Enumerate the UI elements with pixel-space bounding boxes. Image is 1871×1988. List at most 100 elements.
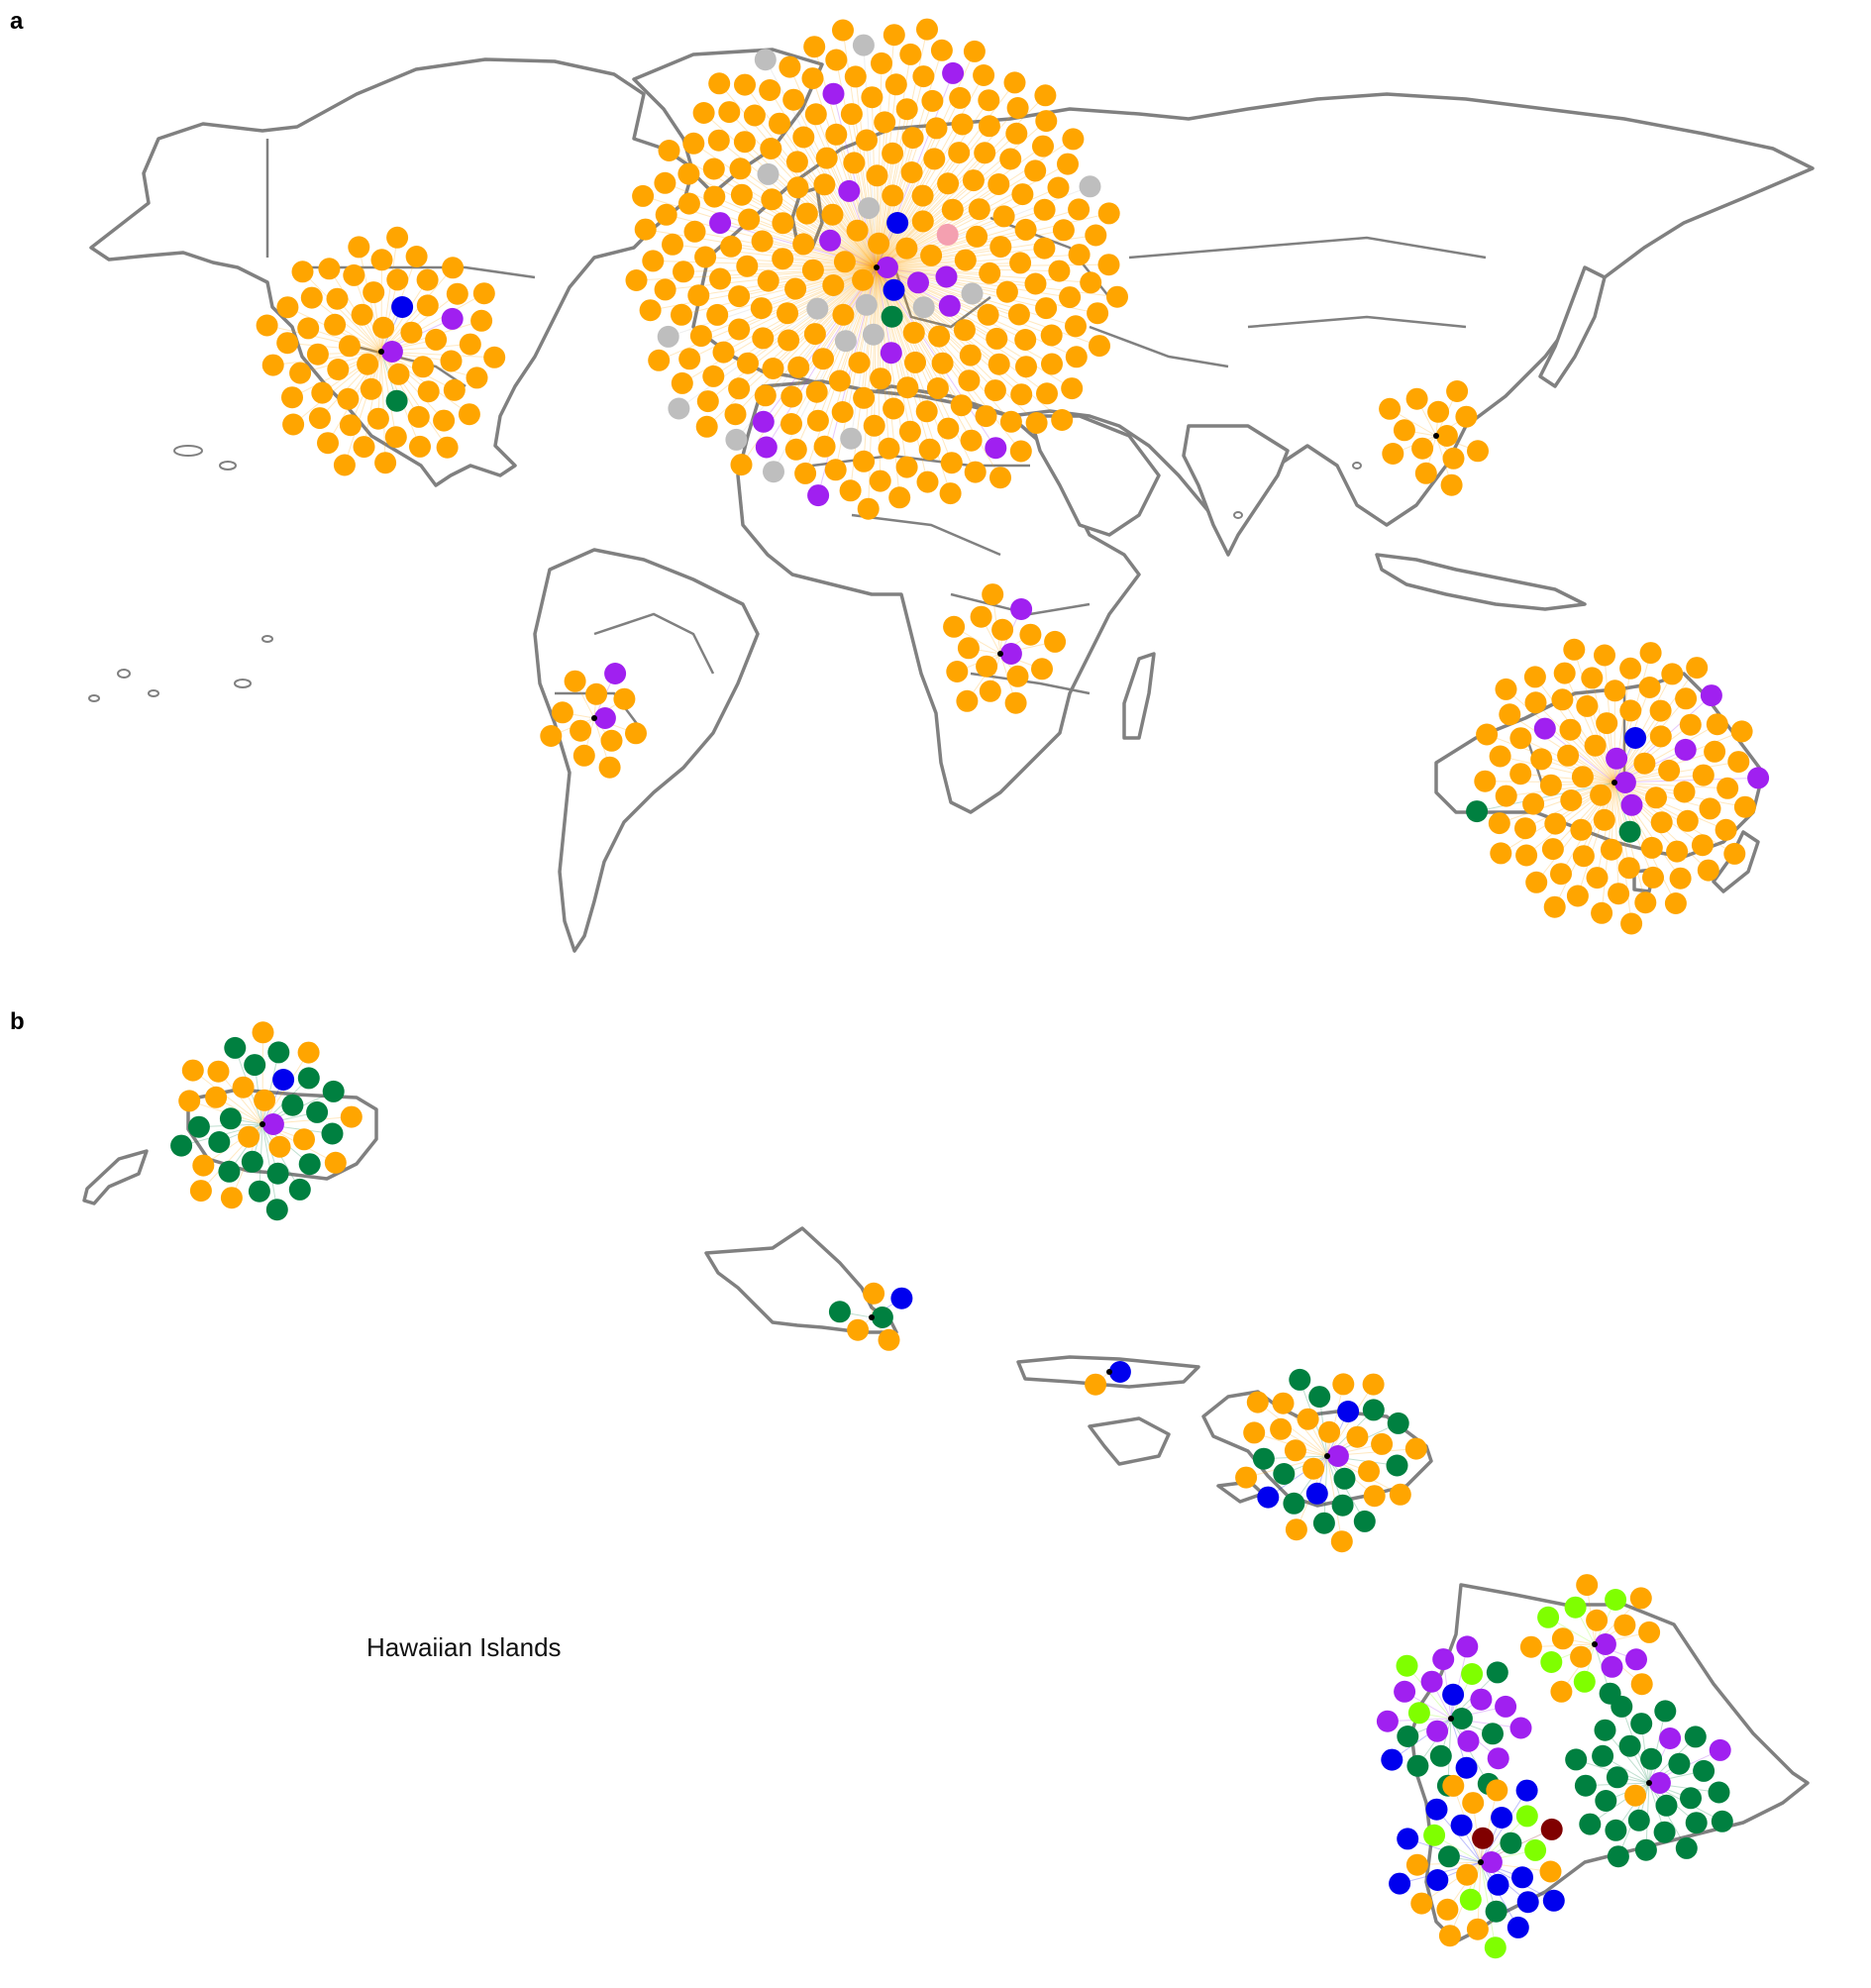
connector-line — [1500, 755, 1615, 784]
sample-point-blue — [1257, 1486, 1280, 1509]
sample-point-orange — [762, 358, 784, 379]
sample-point-orange — [987, 173, 1010, 195]
sample-point-purple — [999, 643, 1022, 665]
sample-point-green — [297, 1067, 320, 1090]
sample-point-orange — [772, 248, 794, 270]
sample-point-orange — [1442, 1774, 1465, 1797]
sample-point-orange — [870, 367, 892, 390]
sample-point-orange — [853, 450, 876, 472]
sample-point-purple — [1480, 1851, 1503, 1873]
sample-point-orange — [915, 400, 938, 423]
sample-point-green — [208, 1131, 231, 1153]
sample-point-orange — [337, 387, 360, 410]
sample-point-orange — [825, 123, 848, 146]
small-islands — [88, 445, 1362, 702]
sample-point-orange — [824, 459, 847, 481]
connector-line — [1283, 1403, 1328, 1457]
sample-point-orange — [1591, 901, 1613, 924]
sample-point-orange — [1358, 1460, 1380, 1483]
sample-point-orange — [1604, 680, 1626, 702]
sample-point-orange — [407, 405, 430, 428]
sample-point-orange — [979, 680, 1001, 702]
sample-point-green — [1386, 1454, 1408, 1477]
sample-point-lime — [1573, 1670, 1596, 1693]
sample-point-orange — [374, 452, 397, 474]
sample-point-green — [1675, 1836, 1698, 1859]
sample-point-orange — [964, 461, 987, 483]
sample-point-orange — [869, 470, 891, 492]
connector-line — [192, 1070, 263, 1125]
sample-point-orange — [1676, 809, 1699, 832]
sample-point-orange — [671, 371, 693, 394]
sample-point-green — [1680, 1787, 1702, 1810]
sample-point-orange — [1584, 734, 1607, 757]
sample-point-orange — [792, 233, 815, 256]
sample-point-green — [1252, 1447, 1275, 1470]
sample-point-orange — [728, 285, 751, 308]
sample-point-orange — [311, 381, 334, 404]
sample-point-orange — [1363, 1485, 1386, 1508]
sample-point-orange — [1014, 218, 1037, 241]
sample-point-orange — [1596, 712, 1618, 735]
sample-point-orange — [1638, 677, 1661, 698]
sample-point-grey — [855, 293, 878, 316]
sample-point-green — [1485, 1900, 1507, 1923]
sample-point-grey — [1079, 175, 1101, 198]
sample-point-green — [1486, 1661, 1508, 1684]
sample-point-green — [1630, 1713, 1653, 1735]
sample-point-orange — [1085, 1373, 1107, 1396]
connector-line — [1544, 728, 1615, 784]
connector-line — [779, 123, 878, 268]
connector-line — [1477, 782, 1615, 812]
sample-point-purple — [935, 265, 958, 288]
sample-point-orange — [911, 210, 934, 233]
sample-point-orange — [1080, 271, 1102, 294]
sample-point-orange — [386, 226, 409, 249]
sample-point-orange — [351, 303, 373, 326]
sample-point-grey — [840, 427, 863, 450]
sample-point-blue — [883, 278, 905, 301]
cluster-center-dot — [1106, 1369, 1112, 1375]
sample-point-orange — [276, 332, 299, 355]
sample-point-orange — [899, 43, 922, 65]
sample-point-orange — [1270, 1417, 1293, 1440]
sample-point-orange — [848, 352, 871, 374]
sample-point-orange — [912, 65, 935, 88]
sample-point-orange — [1541, 838, 1564, 861]
sample-point-orange — [930, 39, 953, 61]
sample-point-orange — [904, 351, 926, 373]
sample-point-orange — [678, 348, 701, 370]
sample-point-green — [321, 1122, 344, 1145]
sample-point-orange — [911, 184, 934, 207]
sample-point-orange — [937, 417, 960, 440]
sample-point-orange — [308, 407, 331, 430]
sample-point-lime — [1515, 1805, 1538, 1828]
sample-point-purple — [1620, 793, 1643, 816]
sample-point-lime — [1484, 1936, 1507, 1959]
sample-point-orange — [1106, 285, 1128, 308]
cluster-center-dot — [997, 651, 1003, 657]
sample-point-orange — [654, 278, 676, 301]
connector-line — [876, 266, 940, 337]
sample-point-orange — [978, 115, 1000, 138]
sample-point-orange — [189, 1180, 212, 1203]
connector-line — [1506, 688, 1615, 784]
sample-point-orange — [1405, 387, 1428, 410]
sample-point-orange — [861, 86, 884, 109]
sample-point-orange — [871, 52, 892, 74]
sample-point-orange — [866, 164, 888, 187]
sample-point-green — [1312, 1512, 1335, 1534]
connector-line — [770, 148, 878, 268]
sample-point-orange — [878, 437, 900, 460]
sample-point-orange — [551, 701, 573, 724]
world-cluster-east-asia — [1379, 380, 1489, 496]
sample-point-purple — [838, 179, 861, 202]
connector-line — [1480, 1790, 1498, 1863]
cluster-center-dot — [1478, 1859, 1484, 1865]
sample-point-orange — [1664, 892, 1687, 914]
connector-line — [876, 195, 893, 268]
sample-point-orange — [736, 255, 759, 277]
sample-point-orange — [951, 113, 974, 136]
sample-point-orange — [1675, 687, 1698, 710]
sample-point-orange — [1411, 437, 1434, 460]
